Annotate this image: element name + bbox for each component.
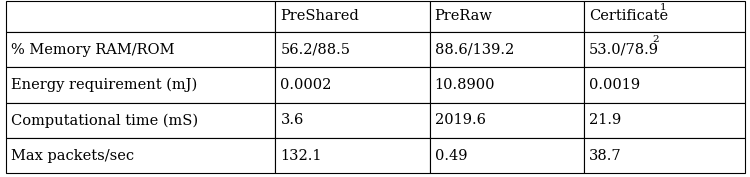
Bar [6, 32, 275, 67]
Bar [430, 1, 584, 32]
Text: 3.6: 3.6 [280, 113, 304, 127]
Text: PreRaw: PreRaw [435, 9, 493, 23]
Bar [275, 1, 430, 32]
Text: PreShared: PreShared [280, 9, 359, 23]
Text: Energy requirement (mJ): Energy requirement (mJ) [11, 78, 197, 92]
Bar [584, 138, 745, 173]
Text: Max packets/sec: Max packets/sec [11, 149, 134, 163]
Text: 10.8900: 10.8900 [435, 78, 495, 92]
Text: 2019.6: 2019.6 [435, 113, 486, 127]
Text: 88.6/139.2: 88.6/139.2 [435, 42, 514, 57]
Text: 0.49: 0.49 [435, 149, 467, 163]
Bar [430, 67, 584, 103]
Bar [6, 138, 275, 173]
Bar [430, 138, 584, 173]
Bar [584, 103, 745, 138]
Bar [584, 67, 745, 103]
Bar [430, 103, 584, 138]
Bar [275, 138, 430, 173]
Text: 53.0/78.9: 53.0/78.9 [589, 42, 659, 57]
Text: Certificate: Certificate [589, 9, 668, 23]
Bar [6, 1, 275, 32]
Text: 56.2/88.5: 56.2/88.5 [280, 42, 350, 57]
Bar [430, 32, 584, 67]
Text: 2: 2 [652, 35, 658, 44]
Text: 1: 1 [660, 3, 667, 12]
Text: % Memory RAM/ROM: % Memory RAM/ROM [11, 42, 175, 57]
Text: 38.7: 38.7 [589, 149, 622, 163]
Bar [275, 103, 430, 138]
Bar [584, 32, 745, 67]
Text: 0.0002: 0.0002 [280, 78, 332, 92]
Bar [6, 67, 275, 103]
Bar [275, 32, 430, 67]
Bar [584, 1, 745, 32]
Text: 132.1: 132.1 [280, 149, 322, 163]
Text: Computational time (mS): Computational time (mS) [11, 113, 198, 128]
Bar [6, 103, 275, 138]
Bar [275, 67, 430, 103]
Text: 0.0019: 0.0019 [589, 78, 640, 92]
Text: 21.9: 21.9 [589, 113, 621, 127]
